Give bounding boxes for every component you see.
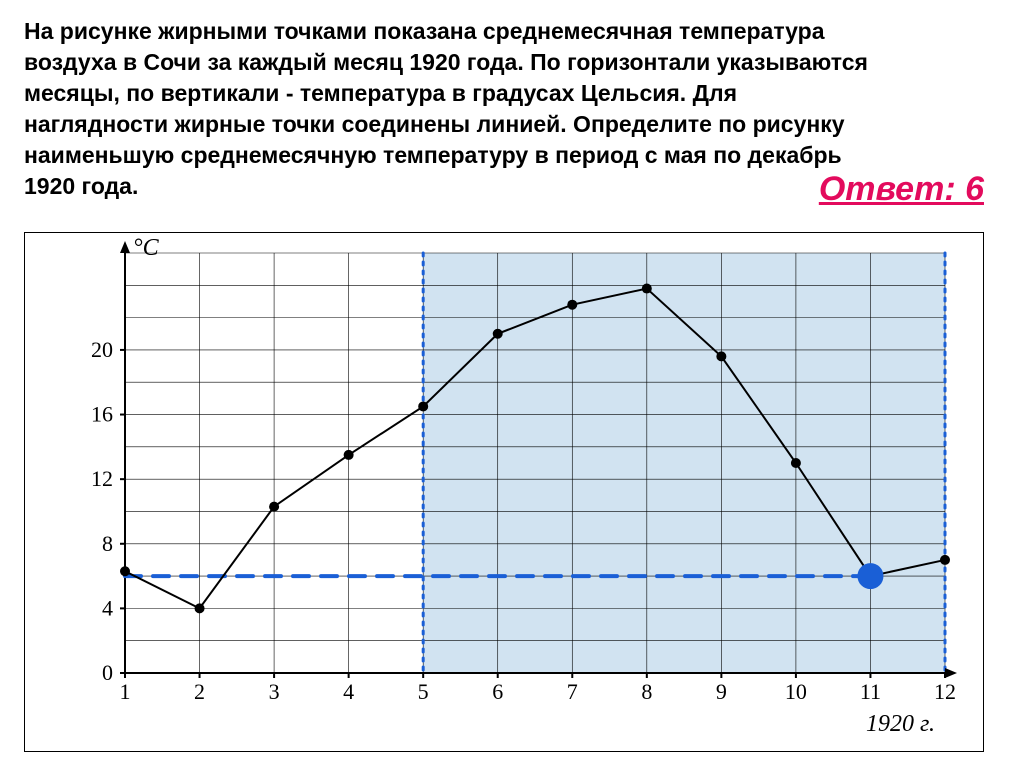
svg-text:4: 4 xyxy=(102,596,113,621)
svg-text:8: 8 xyxy=(641,679,652,704)
svg-text:1: 1 xyxy=(120,679,131,704)
svg-text:1920 г.: 1920 г. xyxy=(866,711,935,737)
svg-text:°C: °C xyxy=(133,235,160,261)
svg-text:10: 10 xyxy=(785,679,807,704)
svg-text:5: 5 xyxy=(418,679,429,704)
svg-text:9: 9 xyxy=(716,679,727,704)
svg-text:6: 6 xyxy=(492,679,503,704)
chart-frame: °C0481216201234567891011121920 г. xyxy=(24,232,984,752)
answer-block: Ответ: 6 xyxy=(819,170,984,209)
svg-text:0: 0 xyxy=(102,660,113,685)
svg-text:8: 8 xyxy=(102,531,113,556)
problem-text: На рисунке жирными точками показана сред… xyxy=(24,16,884,202)
svg-text:7: 7 xyxy=(567,679,578,704)
svg-text:4: 4 xyxy=(343,679,354,704)
svg-text:20: 20 xyxy=(91,337,113,362)
svg-text:12: 12 xyxy=(91,466,113,491)
svg-text:16: 16 xyxy=(91,402,113,427)
temperature-chart: °C0481216201234567891011121920 г. xyxy=(25,233,985,753)
svg-text:11: 11 xyxy=(860,679,881,704)
answer-label: Ответ: 6 xyxy=(819,170,984,208)
svg-text:2: 2 xyxy=(194,679,205,704)
svg-text:12: 12 xyxy=(934,679,956,704)
svg-text:3: 3 xyxy=(269,679,280,704)
